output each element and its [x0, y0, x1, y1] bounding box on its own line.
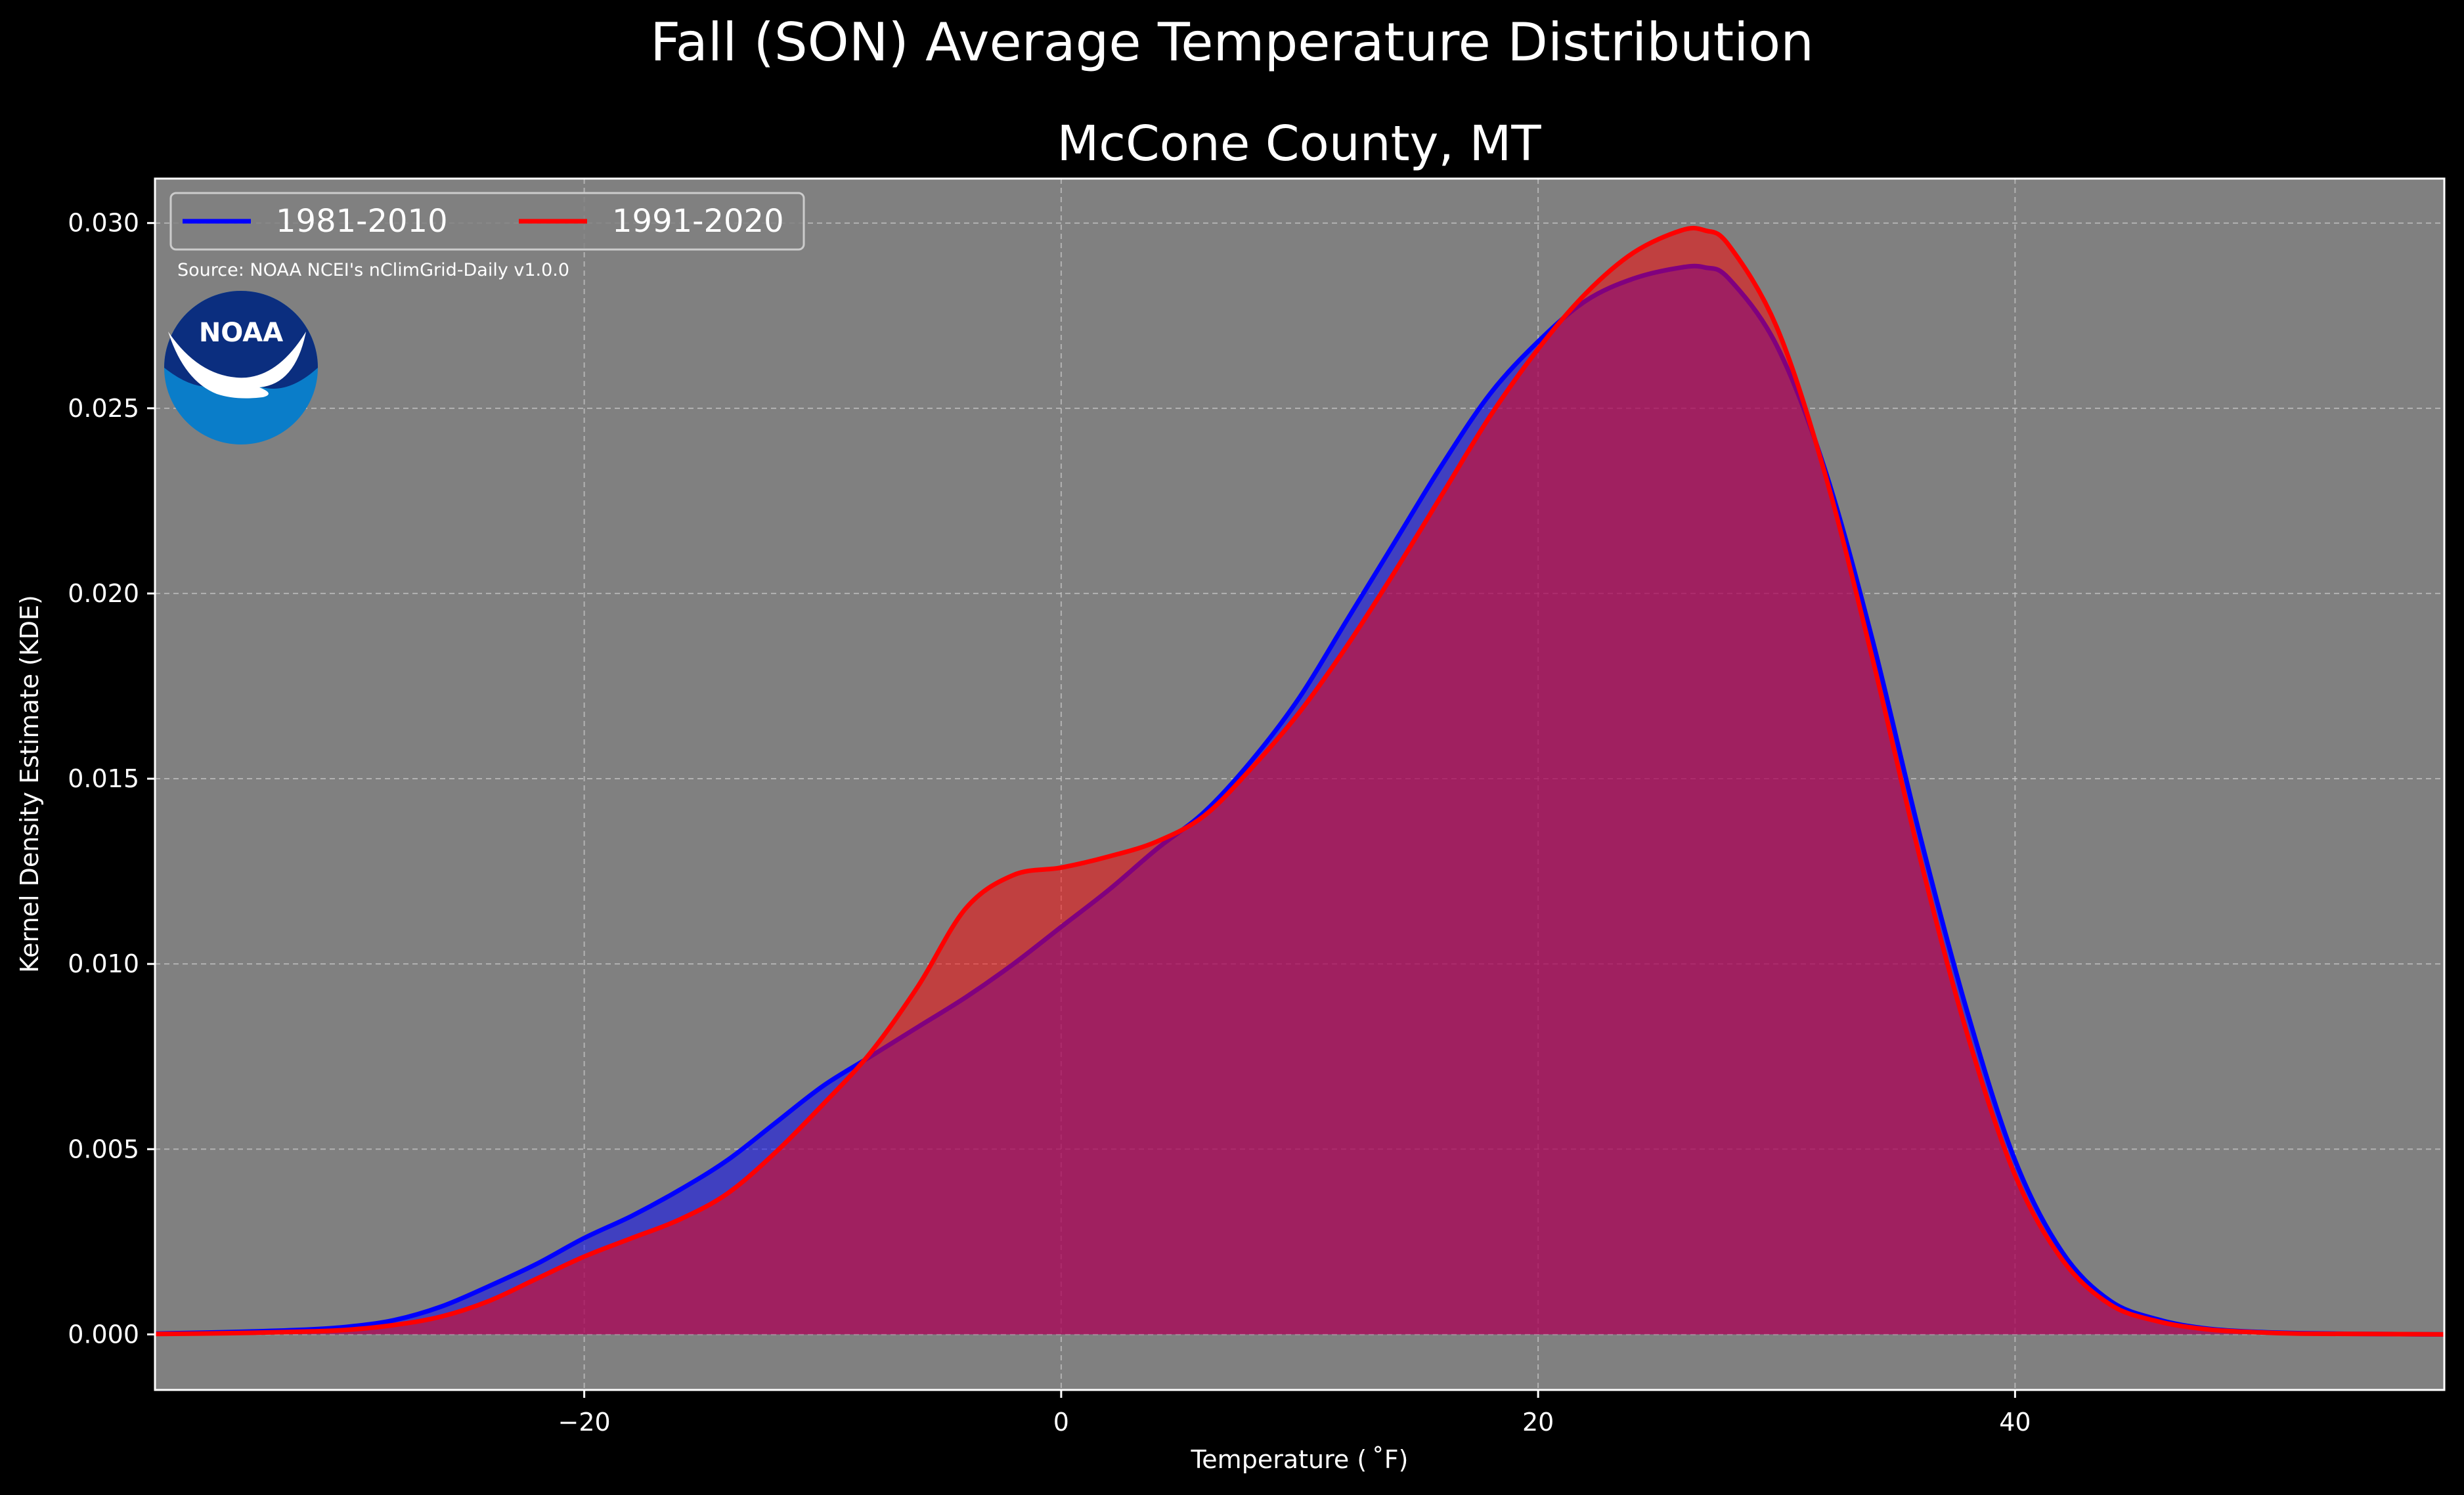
x-tick-label: −20 — [558, 1408, 611, 1437]
legend-label-1981-2010: 1981-2010 — [276, 203, 448, 240]
y-tick-label: 0.025 — [68, 394, 139, 423]
series-line-1981-2010 — [154, 263, 2445, 1337]
legend: 1981-2010 1991-2020 — [169, 192, 805, 251]
noaa-logo-icon: NOAA — [164, 291, 318, 444]
source-note: Source: NOAA NCEI's nClimGrid-Daily v1.0… — [177, 260, 569, 280]
series-layer — [154, 225, 2445, 1337]
y-tick-label: 0.005 — [68, 1135, 139, 1163]
legend-label-1991-2020: 1991-2020 — [612, 203, 784, 240]
legend-box — [169, 192, 805, 251]
chart-title: Fall (SON) Average Temperature Distribut… — [650, 12, 1814, 73]
series-line-1991-2020 — [154, 225, 2445, 1337]
x-axis-label: Temperature ( ˚F) — [1191, 1445, 1409, 1474]
chart-subtitle: McCone County, MT — [1057, 116, 1541, 172]
x-tick-label: 0 — [1053, 1408, 1069, 1437]
series-area-1991-2020 — [155, 228, 2444, 1335]
y-tick-label: 0.015 — [68, 764, 139, 793]
y-tick-label: 0.010 — [68, 949, 139, 978]
plot-frame — [154, 177, 2446, 1391]
x-tick-label: 20 — [1522, 1408, 1554, 1437]
noaa-logo-text: NOAA — [199, 318, 283, 348]
y-tick-label: 0.030 — [68, 209, 139, 238]
axis-ticks: −20 0 20 40 0.000 0.005 0.010 0.015 0.020 0.025 0.… — [68, 209, 2031, 1437]
y-tick-label: 0.020 — [68, 579, 139, 608]
y-axis-label: Kernel Density Estimate (KDE) — [15, 595, 44, 973]
x-tick-label: 40 — [1999, 1408, 2031, 1437]
y-tick-label: 0.000 — [68, 1320, 139, 1349]
